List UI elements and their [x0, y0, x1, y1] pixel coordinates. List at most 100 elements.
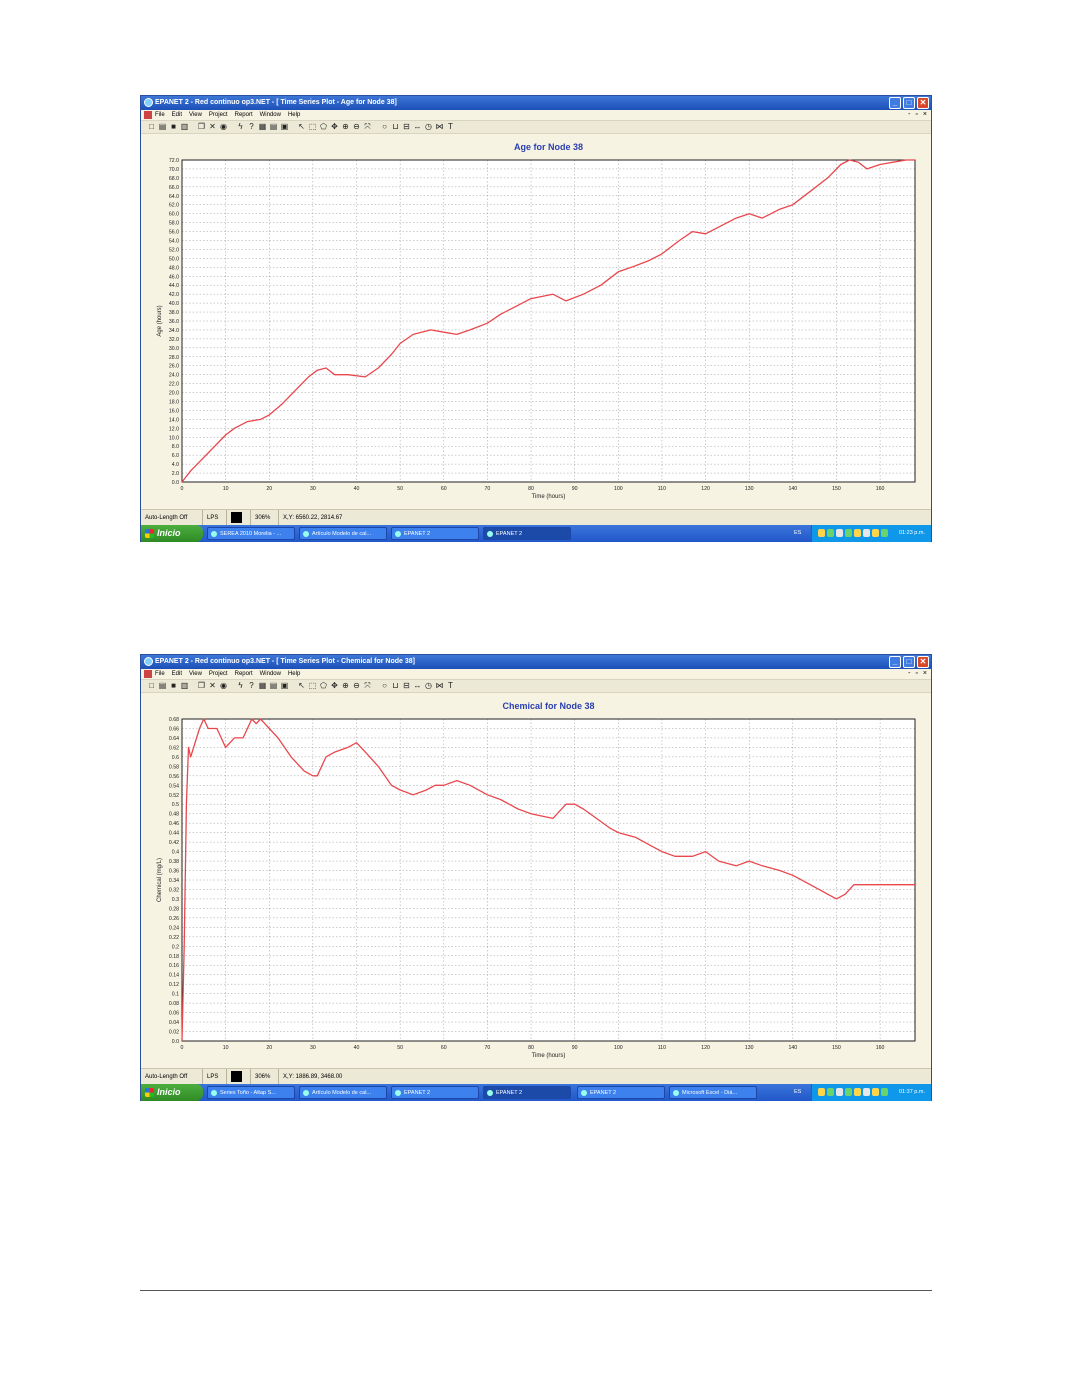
junction-icon[interactable]: ○ [382, 122, 387, 131]
menu-view[interactable]: View [189, 671, 202, 677]
taskbar-button[interactable]: EPANET 2 [483, 527, 571, 540]
mdi-close-icon[interactable]: × [922, 111, 927, 118]
run-icon[interactable]: ϟ [238, 122, 243, 131]
find-icon[interactable]: ◉ [220, 681, 227, 690]
minimize-button[interactable]: _ [889, 97, 901, 109]
label-icon[interactable]: T [448, 122, 453, 131]
junction-icon[interactable]: ○ [382, 681, 387, 690]
zoom-out-icon[interactable]: ⊖ [353, 122, 360, 131]
maximize-button[interactable]: □ [903, 656, 915, 668]
label-icon[interactable]: T [448, 681, 453, 690]
menu-project[interactable]: Project [208, 671, 228, 677]
menu-file[interactable]: File [155, 112, 165, 118]
new-file-icon[interactable]: □ [149, 122, 154, 131]
zoom-in-icon[interactable]: ⊕ [342, 122, 349, 131]
table-icon[interactable]: ▤ [269, 681, 278, 690]
menu-help[interactable]: Help [287, 671, 301, 677]
time-series-plot[interactable]: 0.0 0.02 0.04 0.06 0.08 0.1 0.12 0.14 0.16 0.18 0.… [141, 693, 931, 1068]
auto-length-status[interactable]: Auto-Length Off [141, 1069, 203, 1085]
select-region-icon[interactable]: ⬠ [320, 122, 327, 131]
reservoir-icon[interactable]: ⊔ [392, 681, 399, 690]
zoom-in-icon[interactable]: ⊕ [342, 681, 349, 690]
taskbar-button[interactable]: EPANET 2 [483, 1086, 571, 1099]
mdi-restore-icon[interactable]: ▫ [915, 670, 918, 677]
mdi-minimize-icon[interactable]: - [908, 670, 911, 677]
open-folder-icon[interactable]: ▤ [158, 681, 167, 690]
tank-icon[interactable]: ⊟ [403, 681, 410, 690]
menu-window[interactable]: Window [259, 671, 281, 677]
taskbar-button[interactable]: Artículo Modelo de cal... [299, 1086, 387, 1099]
menu-help[interactable]: Help [287, 112, 301, 118]
tank-icon[interactable]: ⊟ [403, 122, 410, 131]
minimize-button[interactable]: _ [889, 656, 901, 668]
pump-icon[interactable]: ◷ [425, 681, 432, 690]
full-extent-icon[interactable]: ⤧ [364, 681, 371, 690]
print-icon[interactable]: ▥ [180, 122, 189, 131]
start-button[interactable]: Inicio [141, 525, 203, 542]
find-icon[interactable]: ◉ [220, 122, 227, 131]
select-arrow-icon[interactable]: ↖ [298, 122, 305, 131]
close-button[interactable]: ✕ [917, 97, 929, 109]
zoom-out-icon[interactable]: ⊖ [353, 681, 360, 690]
copy-icon[interactable]: ❐ [197, 681, 206, 690]
pump-icon[interactable]: ◷ [425, 122, 432, 131]
valve-icon[interactable]: ⋈ [435, 681, 444, 690]
menu-edit[interactable]: Edit [171, 112, 183, 118]
menu-view[interactable]: View [189, 112, 202, 118]
menu-edit[interactable]: Edit [171, 671, 183, 677]
select-region-icon[interactable]: ⬠ [320, 681, 327, 690]
time-series-plot[interactable]: 0.0 2.0 4.0 6.0 8.0 10.0 12.0 14.0 16.0 18.0 20.0 2… [141, 134, 931, 509]
pipe-icon[interactable]: ↔ [413, 681, 422, 690]
taskbar-button[interactable]: EPANET 2 [391, 1086, 479, 1099]
mdi-restore-icon[interactable]: ▫ [915, 111, 918, 118]
query-icon[interactable]: ? [249, 681, 254, 690]
menu-report[interactable]: Report [234, 112, 253, 118]
pipe-icon[interactable]: ↔ [413, 122, 422, 131]
save-icon[interactable]: ■ [171, 122, 176, 131]
taskbar-button[interactable]: EPANET 2 [391, 527, 479, 540]
mdi-close-icon[interactable]: × [922, 670, 927, 677]
taskbar-button[interactable]: Artículo Modelo de cal... [299, 527, 387, 540]
save-icon[interactable]: ■ [171, 681, 176, 690]
document-icon[interactable] [144, 111, 152, 119]
graph-icon[interactable]: ▦ [258, 122, 267, 131]
menu-window[interactable]: Window [259, 112, 281, 118]
menu-file[interactable]: File [155, 671, 165, 677]
language-indicator[interactable]: ES [794, 1089, 802, 1095]
taskbar-button[interactable]: Microsoft Excel - Diá... [669, 1086, 757, 1099]
menu-report[interactable]: Report [234, 671, 253, 677]
run-icon[interactable]: ϟ [238, 681, 243, 690]
document-icon[interactable] [144, 670, 152, 678]
select-vertex-icon[interactable]: ⬚ [308, 122, 317, 131]
pan-icon[interactable]: ✥ [331, 122, 338, 131]
auto-length-status[interactable]: Auto-Length Off [141, 510, 203, 526]
table-icon[interactable]: ▤ [269, 122, 278, 131]
print-icon[interactable]: ▥ [180, 681, 189, 690]
title-bar[interactable]: EPANET 2 - Red continuo op3.NET - [ Time… [141, 655, 931, 669]
valve-icon[interactable]: ⋈ [435, 122, 444, 131]
full-extent-icon[interactable]: ⤧ [364, 122, 371, 131]
maximize-button[interactable]: □ [903, 97, 915, 109]
title-bar[interactable]: EPANET 2 - Red continuo op3.NET - [ Time… [141, 96, 931, 110]
language-indicator[interactable]: ES [794, 530, 802, 536]
pan-icon[interactable]: ✥ [331, 681, 338, 690]
reservoir-icon[interactable]: ⊔ [392, 122, 399, 131]
options-icon[interactable]: ▣ [280, 122, 289, 131]
tray-icons[interactable] [818, 1088, 888, 1096]
options-icon[interactable]: ▣ [280, 681, 289, 690]
taskbar-button[interactable]: SEREA 2010 Morelia - ... [207, 527, 295, 540]
select-vertex-icon[interactable]: ⬚ [308, 681, 317, 690]
query-icon[interactable]: ? [249, 122, 254, 131]
mdi-minimize-icon[interactable]: - [908, 111, 911, 118]
taskbar-button[interactable]: EPANET 2 [577, 1086, 665, 1099]
delete-icon[interactable]: ✕ [209, 681, 216, 690]
menu-project[interactable]: Project [208, 112, 228, 118]
graph-icon[interactable]: ▦ [258, 681, 267, 690]
select-arrow-icon[interactable]: ↖ [298, 681, 305, 690]
close-button[interactable]: ✕ [917, 656, 929, 668]
new-file-icon[interactable]: □ [149, 681, 154, 690]
tray-icons[interactable] [818, 529, 888, 537]
delete-icon[interactable]: ✕ [209, 122, 216, 131]
start-button[interactable]: Inicio [141, 1084, 203, 1101]
open-folder-icon[interactable]: ▤ [158, 122, 167, 131]
